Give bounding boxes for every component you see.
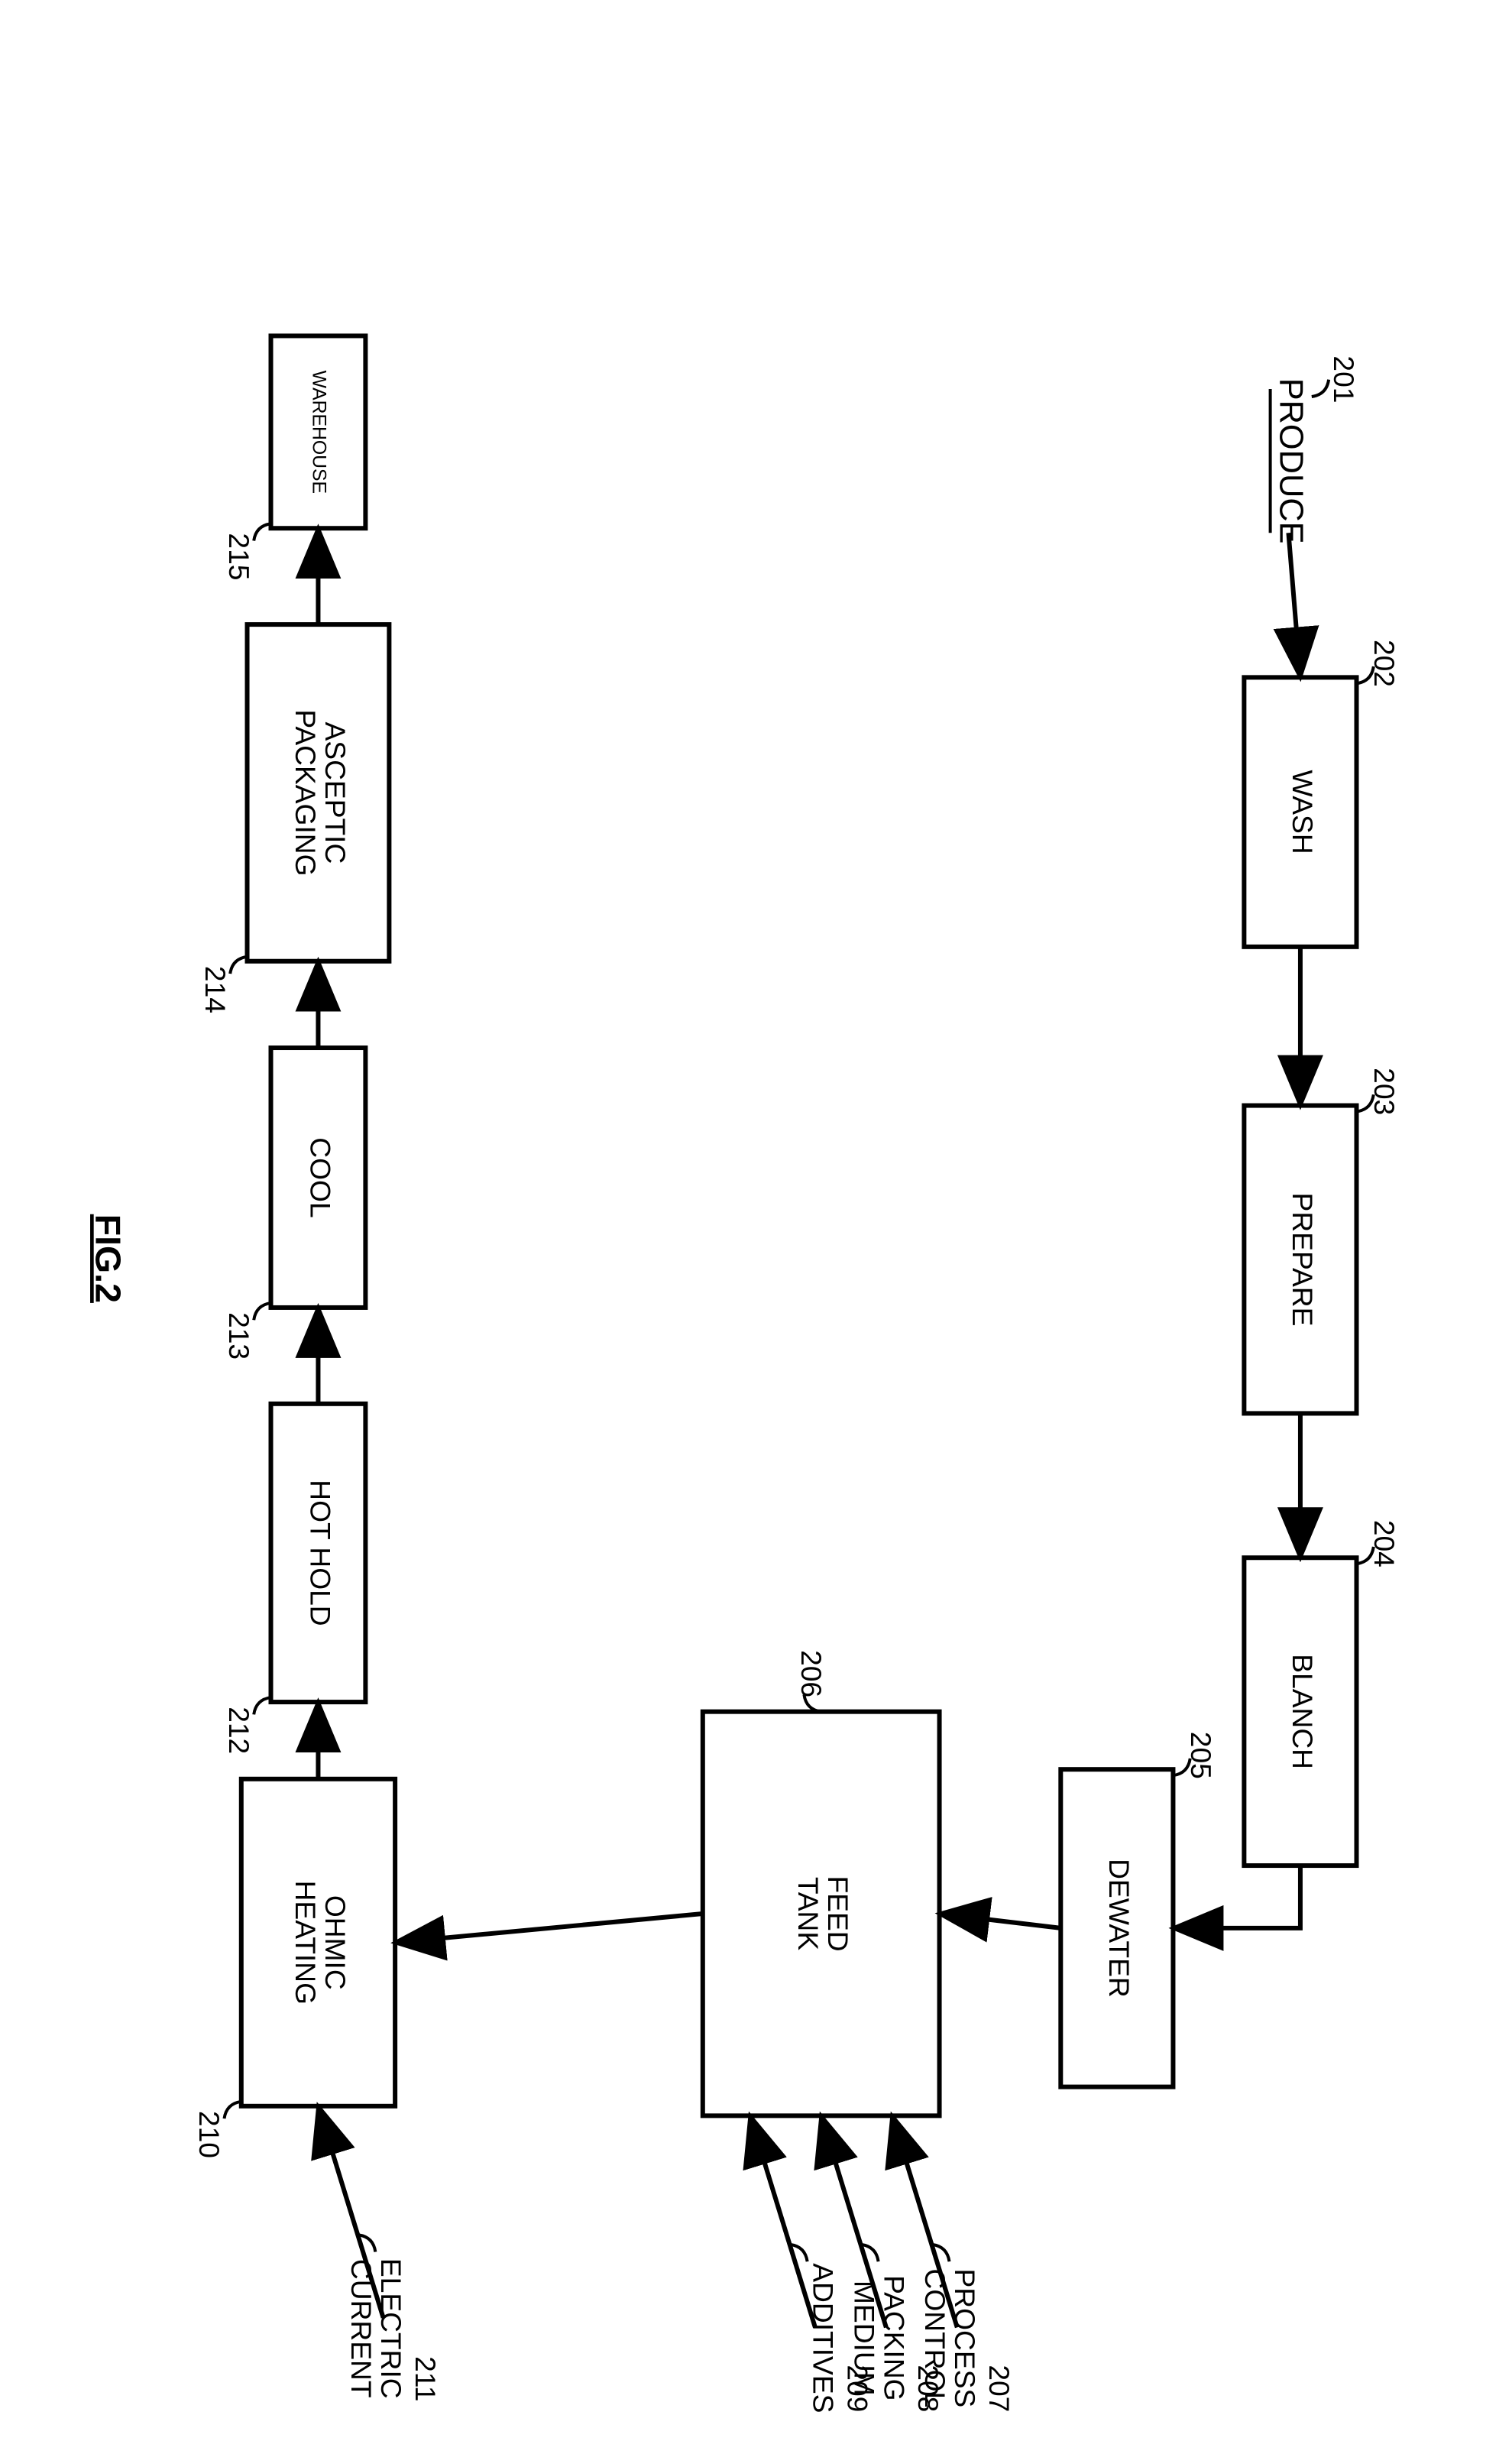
node-prepare: PREPARE 203 — [1244, 1068, 1400, 1413]
input-label-additives: ADDITIVES — [808, 2263, 840, 2413]
ref-feedtank: 206 — [795, 1650, 827, 1697]
figure-label: FIG.2 — [89, 1214, 128, 1303]
ref-process_control: 207 — [983, 2365, 1015, 2412]
edge-dewater-feedtank — [940, 1914, 1061, 1928]
node-hothold: HOT HOLD 212 — [223, 1404, 365, 1754]
node-produce: PRODUCE 201 — [1271, 355, 1360, 543]
edge-blanch-dewater — [1173, 1866, 1300, 1928]
label-feedtank: FEEDTANK — [792, 1875, 854, 1951]
node-warehouse: WAREHOUSE 215 — [223, 336, 365, 580]
ref-wash: 202 — [1368, 640, 1400, 687]
ref-additives: 209 — [841, 2365, 873, 2412]
label-ohmic: OHMICHEATING — [290, 1881, 351, 2005]
edge-feedtank-ohmic — [395, 1914, 703, 1943]
ref-produce: 201 — [1328, 355, 1360, 403]
leader-hook — [230, 957, 247, 974]
input-label-electric: ELECTRICCURRENT — [345, 2258, 407, 2399]
ref-ohmic: 210 — [193, 2111, 225, 2158]
leader-hook — [224, 2102, 241, 2118]
label-produce: PRODUCE — [1272, 378, 1309, 544]
ref-warehouse: 215 — [223, 533, 255, 580]
node-dewater: DEWATER 205 — [1060, 1732, 1217, 2087]
ref-prepare: 203 — [1368, 1068, 1400, 1115]
label-wash: WASH — [1287, 770, 1319, 854]
label-prepare: PREPARE — [1287, 1193, 1319, 1327]
label-hothold: HOT HOLD — [305, 1480, 337, 1626]
label-dewater: DEWATER — [1103, 1859, 1135, 1998]
ref-hothold: 212 — [223, 1707, 255, 1754]
leader-hook — [1312, 380, 1329, 397]
ref-packaging: 214 — [199, 966, 231, 1013]
node-packaging: ASCEPTICPACKAGING 214 — [199, 624, 389, 1013]
leader-hook — [254, 1303, 270, 1320]
node-blanch: BLANCH 204 — [1244, 1520, 1400, 1866]
label-cool: COOL — [305, 1137, 337, 1217]
leader-hook — [254, 1697, 270, 1714]
leader-hook — [254, 524, 270, 540]
label-blanch: BLANCH — [1287, 1654, 1319, 1769]
node-cool: COOL 213 — [223, 1048, 365, 1360]
ref-blanch: 204 — [1368, 1520, 1400, 1567]
label-warehouse: WAREHOUSE — [309, 371, 329, 494]
node-wash: WASH 202 — [1244, 640, 1400, 947]
node-feedtank: FEEDTANK 206 — [703, 1650, 940, 2115]
ref-cool: 213 — [223, 1312, 255, 1360]
node-ohmic: OHMICHEATING 210 — [193, 1779, 395, 2158]
input-arrow-additives — [750, 2115, 815, 2327]
ref-electric: 211 — [410, 2356, 442, 2401]
ref-dewater: 205 — [1185, 1732, 1217, 1779]
edge-produce-wash — [1288, 533, 1300, 677]
ref-packing_medium: 208 — [912, 2365, 944, 2412]
label-packaging: ASCEPTICPACKAGING — [290, 709, 351, 876]
